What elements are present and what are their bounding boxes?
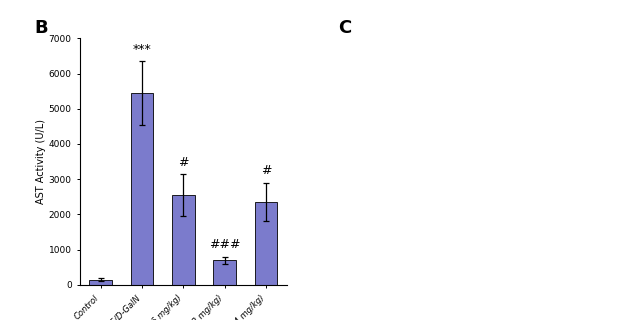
Text: ###: ### [209,238,241,252]
Text: ***: *** [132,43,152,56]
Bar [172,195,195,285]
Bar [213,260,236,285]
Text: #: # [260,164,271,177]
Y-axis label: AST Activity (U/L): AST Activity (U/L) [36,119,46,204]
Text: C: C [339,19,351,37]
Text: #: # [178,156,189,169]
Bar [90,280,112,285]
Bar [131,93,154,285]
Text: B: B [35,19,48,37]
Bar [255,202,277,285]
